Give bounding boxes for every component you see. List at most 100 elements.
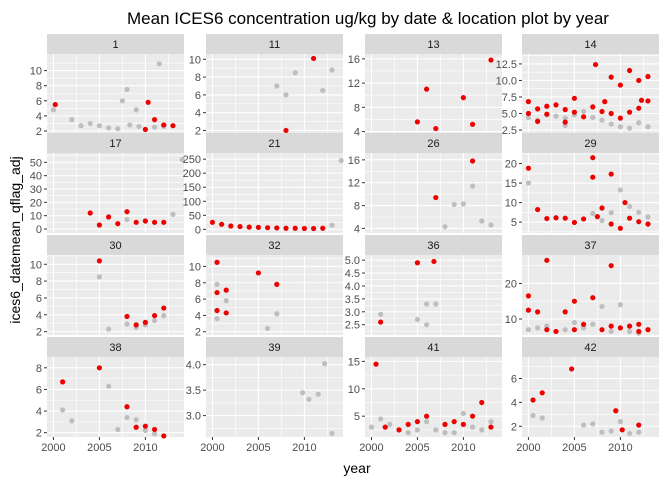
data-point-grey — [124, 86, 130, 93]
facet-strip-label: 32 — [268, 240, 280, 252]
data-point-red — [636, 219, 642, 225]
y-tick-label: 3.5 — [186, 385, 201, 397]
y-tick-label: 6 — [36, 293, 42, 305]
data-point-grey — [626, 125, 633, 131]
data-point-grey — [433, 427, 439, 433]
y-tick-label: 6 — [511, 373, 517, 385]
x-tick-label: 2000 — [200, 442, 224, 454]
facet-strip — [47, 34, 184, 54]
data-point-red — [599, 327, 605, 333]
data-point-red — [255, 224, 262, 230]
data-point-grey — [368, 424, 375, 430]
data-point-grey — [599, 217, 605, 224]
y-tick-label: 250 — [183, 154, 201, 166]
data-point-grey — [562, 327, 568, 333]
data-point-grey — [599, 429, 605, 435]
data-point-grey — [469, 183, 476, 189]
data-point-grey — [387, 421, 393, 427]
x-tick-label: 2010 — [608, 442, 632, 454]
facet-panel-36: 36 2.53.03.54.04.55.0 — [345, 235, 502, 335]
data-point-red — [608, 110, 614, 117]
facet-panel-38: 38 2 4 6 8 — [36, 337, 184, 440]
data-point-red — [214, 259, 220, 265]
data-point-grey — [87, 120, 93, 127]
x-tick-label: 2010 — [133, 442, 157, 454]
data-point-grey — [133, 107, 139, 113]
y-tick-label: 8 — [36, 81, 42, 93]
y-tick-label: 15 — [505, 178, 517, 190]
data-point-red — [525, 307, 532, 313]
data-point-red — [469, 121, 476, 127]
panel-background — [47, 153, 184, 233]
y-tick-label: 10 — [505, 198, 517, 210]
y-tick-label: 6 — [36, 384, 42, 396]
facet-strip-label: 14 — [584, 39, 596, 51]
y-tick-label: 4.0 — [345, 281, 360, 293]
data-point-red — [451, 419, 457, 425]
data-point-red — [581, 114, 587, 120]
data-point-grey — [599, 117, 605, 123]
data-point-grey — [599, 303, 605, 310]
data-point-grey — [608, 428, 614, 434]
data-point-red — [424, 413, 430, 419]
data-point-red — [142, 218, 148, 224]
facet-panel-41: 41 5 10 15 — [348, 337, 502, 437]
data-point-red — [569, 366, 575, 372]
data-point-red — [133, 322, 139, 328]
data-point-red — [617, 82, 623, 88]
data-point-red — [479, 399, 485, 406]
data-point-grey — [645, 214, 651, 220]
data-point-grey — [636, 209, 642, 215]
data-point-red — [145, 99, 151, 105]
data-point-grey — [115, 126, 121, 132]
data-point-red — [645, 327, 651, 333]
data-point-grey — [69, 418, 75, 424]
panel-background — [365, 54, 502, 134]
facet-panel-1: 1 2 4 6 8 10 — [30, 34, 184, 138]
y-tick-label: 4.0 — [186, 360, 201, 372]
data-point-red — [151, 219, 158, 225]
data-point-red — [151, 426, 158, 433]
data-point-red — [608, 221, 614, 227]
y-tick-label: 20 — [505, 159, 517, 171]
data-point-grey — [442, 430, 448, 436]
facet-strip-label: 1 — [112, 39, 118, 51]
facet-strip — [47, 133, 184, 153]
data-point-grey — [451, 430, 457, 436]
data-point-red — [424, 86, 430, 92]
data-point-grey — [292, 70, 298, 76]
data-point-red — [590, 155, 596, 161]
data-point-red — [255, 270, 262, 276]
y-tick-label: 3.0 — [186, 411, 201, 423]
data-point-red — [590, 174, 596, 180]
data-point-red — [214, 307, 220, 314]
data-point-red — [301, 225, 307, 232]
data-point-red — [617, 325, 623, 331]
y-tick-label: 5.0 — [345, 255, 360, 267]
data-point-grey — [299, 390, 306, 396]
data-point-red — [161, 219, 167, 225]
data-point-red — [613, 408, 619, 414]
x-tick-label: 2000 — [359, 442, 383, 454]
data-point-red — [431, 258, 437, 265]
data-point-grey — [265, 325, 271, 332]
data-point-red — [645, 98, 651, 104]
data-point-grey — [106, 326, 112, 332]
data-point-grey — [645, 124, 651, 130]
data-point-red — [469, 413, 476, 419]
facet-strip — [365, 133, 502, 153]
data-point-red — [553, 215, 559, 221]
data-point-red — [581, 216, 587, 222]
data-point-grey — [329, 222, 335, 228]
panel-background — [365, 255, 502, 335]
y-tick-label: 200 — [183, 168, 201, 180]
data-point-red — [133, 424, 139, 430]
data-point-grey — [590, 114, 596, 121]
data-point-red — [535, 309, 541, 315]
data-point-grey — [274, 83, 280, 89]
data-point-grey — [608, 328, 614, 335]
data-point-grey — [530, 412, 536, 419]
data-point-red — [619, 427, 625, 433]
data-point-grey — [405, 430, 411, 436]
